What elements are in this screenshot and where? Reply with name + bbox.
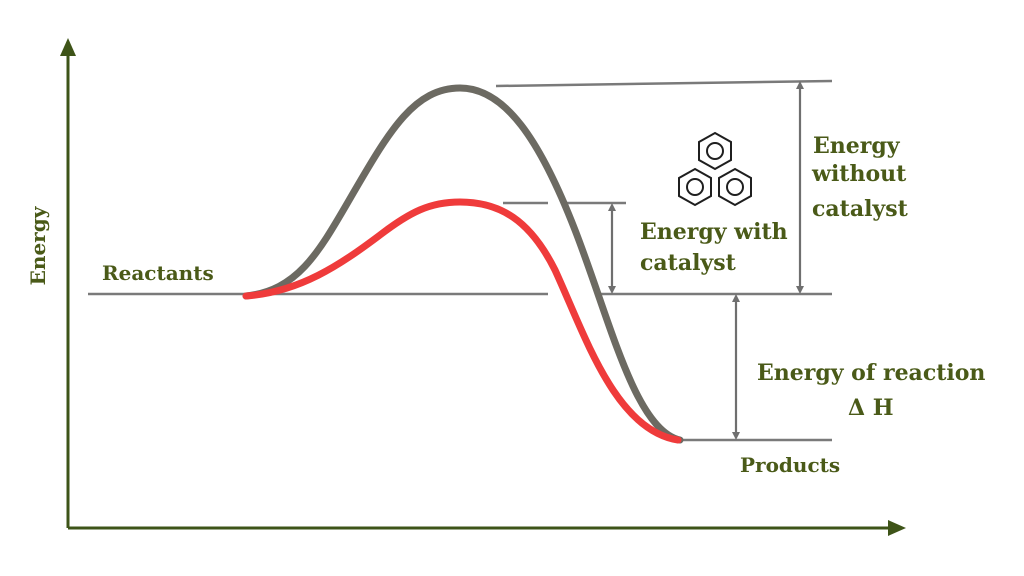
curve-without-catalyst [242, 84, 684, 444]
energy-of-reaction-label-line1: Energy of reaction [757, 360, 985, 386]
energy-without-catalyst-label-line3: catalyst [812, 196, 909, 222]
delta-h-label: Δ H [848, 395, 894, 421]
energy-without-catalyst-label-line1: Energy [813, 133, 901, 159]
energy-with-catalyst-label-line1: Energy with [640, 219, 788, 245]
catalyst-molecule-icon [678, 131, 752, 207]
y-axis-label: Energy [26, 205, 50, 285]
reactants-label: Reactants [102, 261, 214, 285]
energy-with-catalyst-label-line2: catalyst [640, 250, 737, 276]
curve-with-catalyst [242, 198, 682, 444]
energy-without-catalyst-label-line2: without [811, 161, 907, 187]
products-label: Products [740, 453, 840, 477]
peak-without-catalyst-line [495, 79, 833, 88]
